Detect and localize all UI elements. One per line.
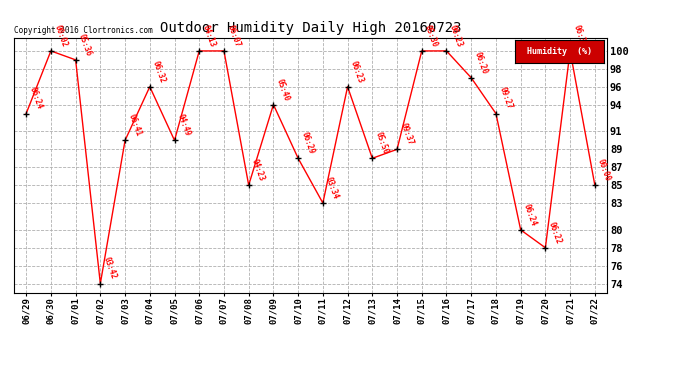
Text: 09:37: 09:37 [398,122,415,147]
Text: 06:23: 06:23 [349,59,365,84]
Text: 06:32: 06:32 [151,59,168,84]
Text: 03:42: 03:42 [101,256,118,281]
Text: 04:49: 04:49 [176,113,192,138]
Text: 06:22: 06:22 [546,220,563,245]
Text: 06:24: 06:24 [522,202,538,227]
Text: 00:00: 00:00 [596,158,613,183]
Text: 06:41: 06:41 [126,113,143,138]
Text: 05:40: 05:40 [275,77,291,102]
Text: 05:30: 05:30 [423,23,440,48]
Text: 09:27: 09:27 [497,86,513,111]
Text: Copyright 2016 Clortronics.com: Copyright 2016 Clortronics.com [14,26,152,35]
Text: 06:07: 06:07 [225,23,241,48]
Text: 04:13: 04:13 [201,23,217,48]
Text: 06:29: 06:29 [299,131,316,156]
Text: 04:23: 04:23 [250,158,266,183]
Text: 06:24: 06:24 [28,86,43,111]
Text: 06:35: 06:35 [571,23,588,48]
Text: 06:20: 06:20 [473,50,489,75]
Text: 03:34: 03:34 [324,176,340,200]
Text: 05:36: 05:36 [77,32,93,57]
Title: Outdoor Humidity Daily High 20160723: Outdoor Humidity Daily High 20160723 [160,21,461,35]
Text: 00:02: 00:02 [52,23,68,48]
Text: 05:50: 05:50 [373,131,390,156]
Text: 06:23: 06:23 [448,23,464,48]
